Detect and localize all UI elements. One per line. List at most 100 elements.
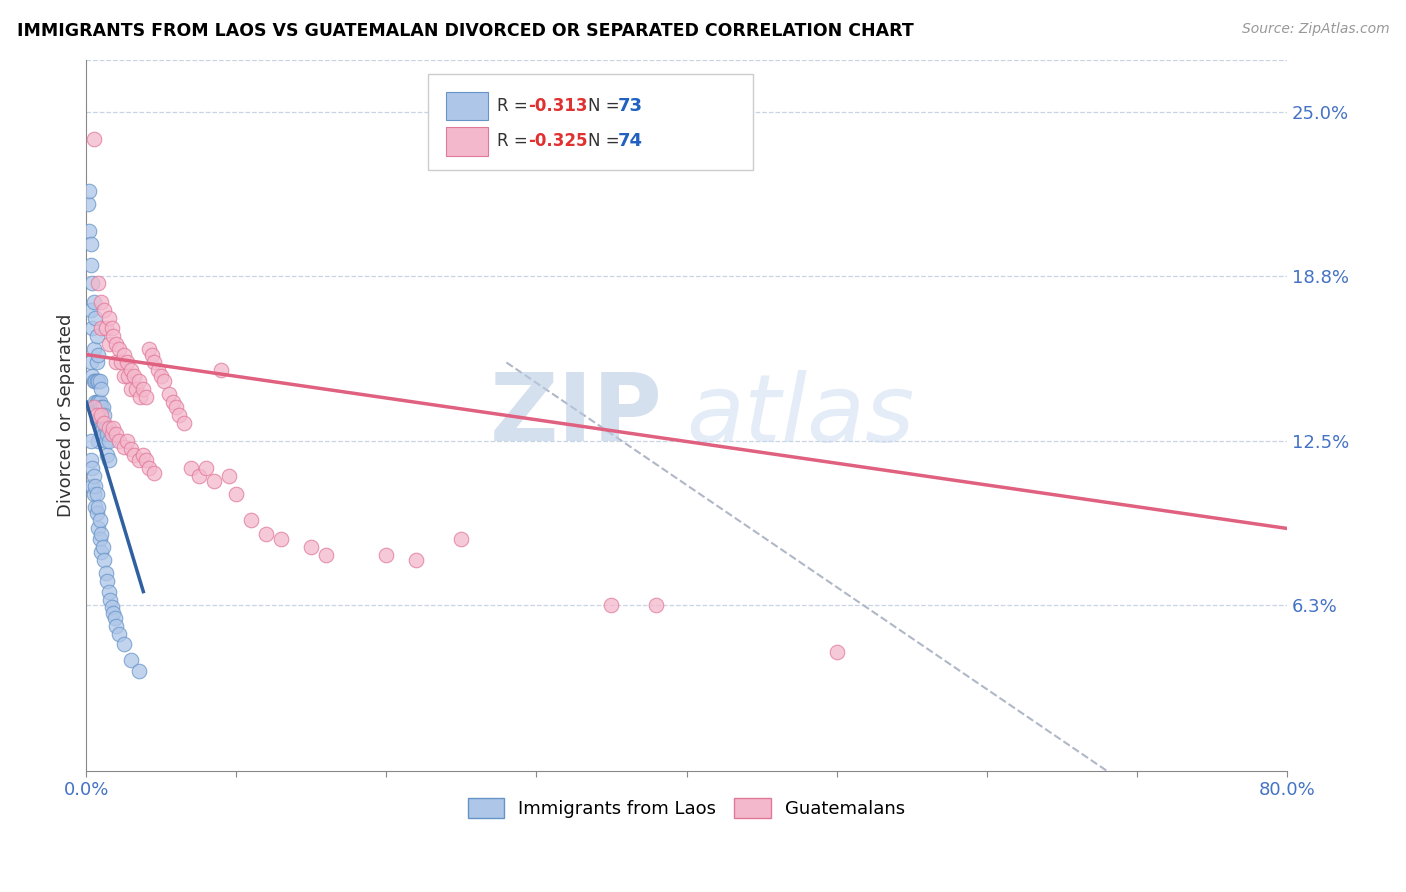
- Point: [218, 468, 240, 483]
- Point: [82, 479, 104, 493]
- Point: [86, 506, 108, 520]
- Point: [84, 310, 107, 325]
- Point: [138, 343, 160, 357]
- Point: [97, 434, 120, 449]
- Point: [299, 540, 322, 554]
- Point: [80, 258, 103, 272]
- Point: [80, 355, 103, 369]
- Point: [80, 434, 103, 449]
- Point: [97, 337, 120, 351]
- Point: [82, 460, 104, 475]
- Point: [105, 355, 128, 369]
- Point: [84, 374, 107, 388]
- Point: [86, 487, 108, 501]
- Point: [97, 584, 120, 599]
- Point: [86, 329, 108, 343]
- Point: [825, 645, 848, 659]
- Point: [90, 526, 112, 541]
- Point: [89, 395, 111, 409]
- Point: [157, 387, 180, 401]
- Point: [91, 421, 114, 435]
- Point: [132, 448, 155, 462]
- Point: [76, 197, 98, 211]
- Text: -0.325: -0.325: [529, 132, 588, 151]
- Point: [93, 553, 115, 567]
- Point: [117, 368, 139, 383]
- Point: [120, 382, 142, 396]
- Point: [112, 348, 135, 362]
- Text: Source: ZipAtlas.com: Source: ZipAtlas.com: [1241, 22, 1389, 37]
- Point: [87, 348, 110, 362]
- Point: [93, 416, 115, 430]
- Point: [103, 421, 125, 435]
- Point: [115, 434, 138, 449]
- Text: IMMIGRANTS FROM LAOS VS GUATEMALAN DIVORCED OR SEPARATED CORRELATION CHART: IMMIGRANTS FROM LAOS VS GUATEMALAN DIVOR…: [17, 22, 914, 40]
- Point: [83, 487, 105, 501]
- Point: [79, 224, 101, 238]
- Point: [375, 548, 398, 562]
- Point: [187, 468, 209, 483]
- Point: [112, 637, 135, 651]
- Point: [84, 500, 107, 515]
- Point: [93, 426, 115, 441]
- Point: [169, 408, 191, 422]
- Point: [80, 302, 103, 317]
- Point: [93, 408, 115, 422]
- Point: [87, 500, 110, 515]
- Point: [90, 408, 112, 422]
- Point: [104, 611, 127, 625]
- Text: N =: N =: [588, 132, 624, 151]
- Point: [96, 426, 118, 441]
- Point: [120, 653, 142, 667]
- Point: [90, 545, 112, 559]
- Point: [90, 294, 112, 309]
- Point: [600, 598, 623, 612]
- Point: [135, 453, 157, 467]
- Point: [96, 574, 118, 588]
- Point: [315, 548, 337, 562]
- Point: [150, 368, 173, 383]
- Point: [135, 390, 157, 404]
- Point: [97, 310, 120, 325]
- Point: [254, 526, 277, 541]
- Point: [87, 374, 110, 388]
- Point: [87, 521, 110, 535]
- Point: [80, 453, 103, 467]
- Point: [128, 453, 150, 467]
- Point: [240, 514, 263, 528]
- Point: [98, 592, 121, 607]
- Point: [103, 606, 125, 620]
- Point: [90, 382, 112, 396]
- Point: [89, 514, 111, 528]
- Point: [87, 395, 110, 409]
- Point: [86, 355, 108, 369]
- Point: [112, 368, 135, 383]
- Point: [86, 374, 108, 388]
- Point: [138, 460, 160, 475]
- Point: [165, 401, 187, 415]
- Point: [101, 321, 124, 335]
- Point: [97, 421, 120, 435]
- Point: [105, 619, 128, 633]
- Point: [82, 368, 104, 383]
- FancyBboxPatch shape: [429, 74, 752, 169]
- Point: [405, 553, 427, 567]
- Text: ZIP: ZIP: [489, 369, 662, 461]
- Point: [83, 131, 105, 145]
- Point: [101, 426, 124, 441]
- Point: [89, 374, 111, 388]
- Point: [120, 363, 142, 377]
- Point: [91, 401, 114, 415]
- Point: [86, 408, 108, 422]
- Bar: [447, 92, 488, 120]
- Point: [83, 294, 105, 309]
- Point: [86, 413, 108, 427]
- Point: [80, 236, 103, 251]
- Point: [84, 395, 107, 409]
- Point: [125, 382, 148, 396]
- Point: [97, 453, 120, 467]
- Point: [83, 468, 105, 483]
- Text: atlas: atlas: [686, 369, 915, 460]
- Point: [108, 434, 131, 449]
- Point: [96, 448, 118, 462]
